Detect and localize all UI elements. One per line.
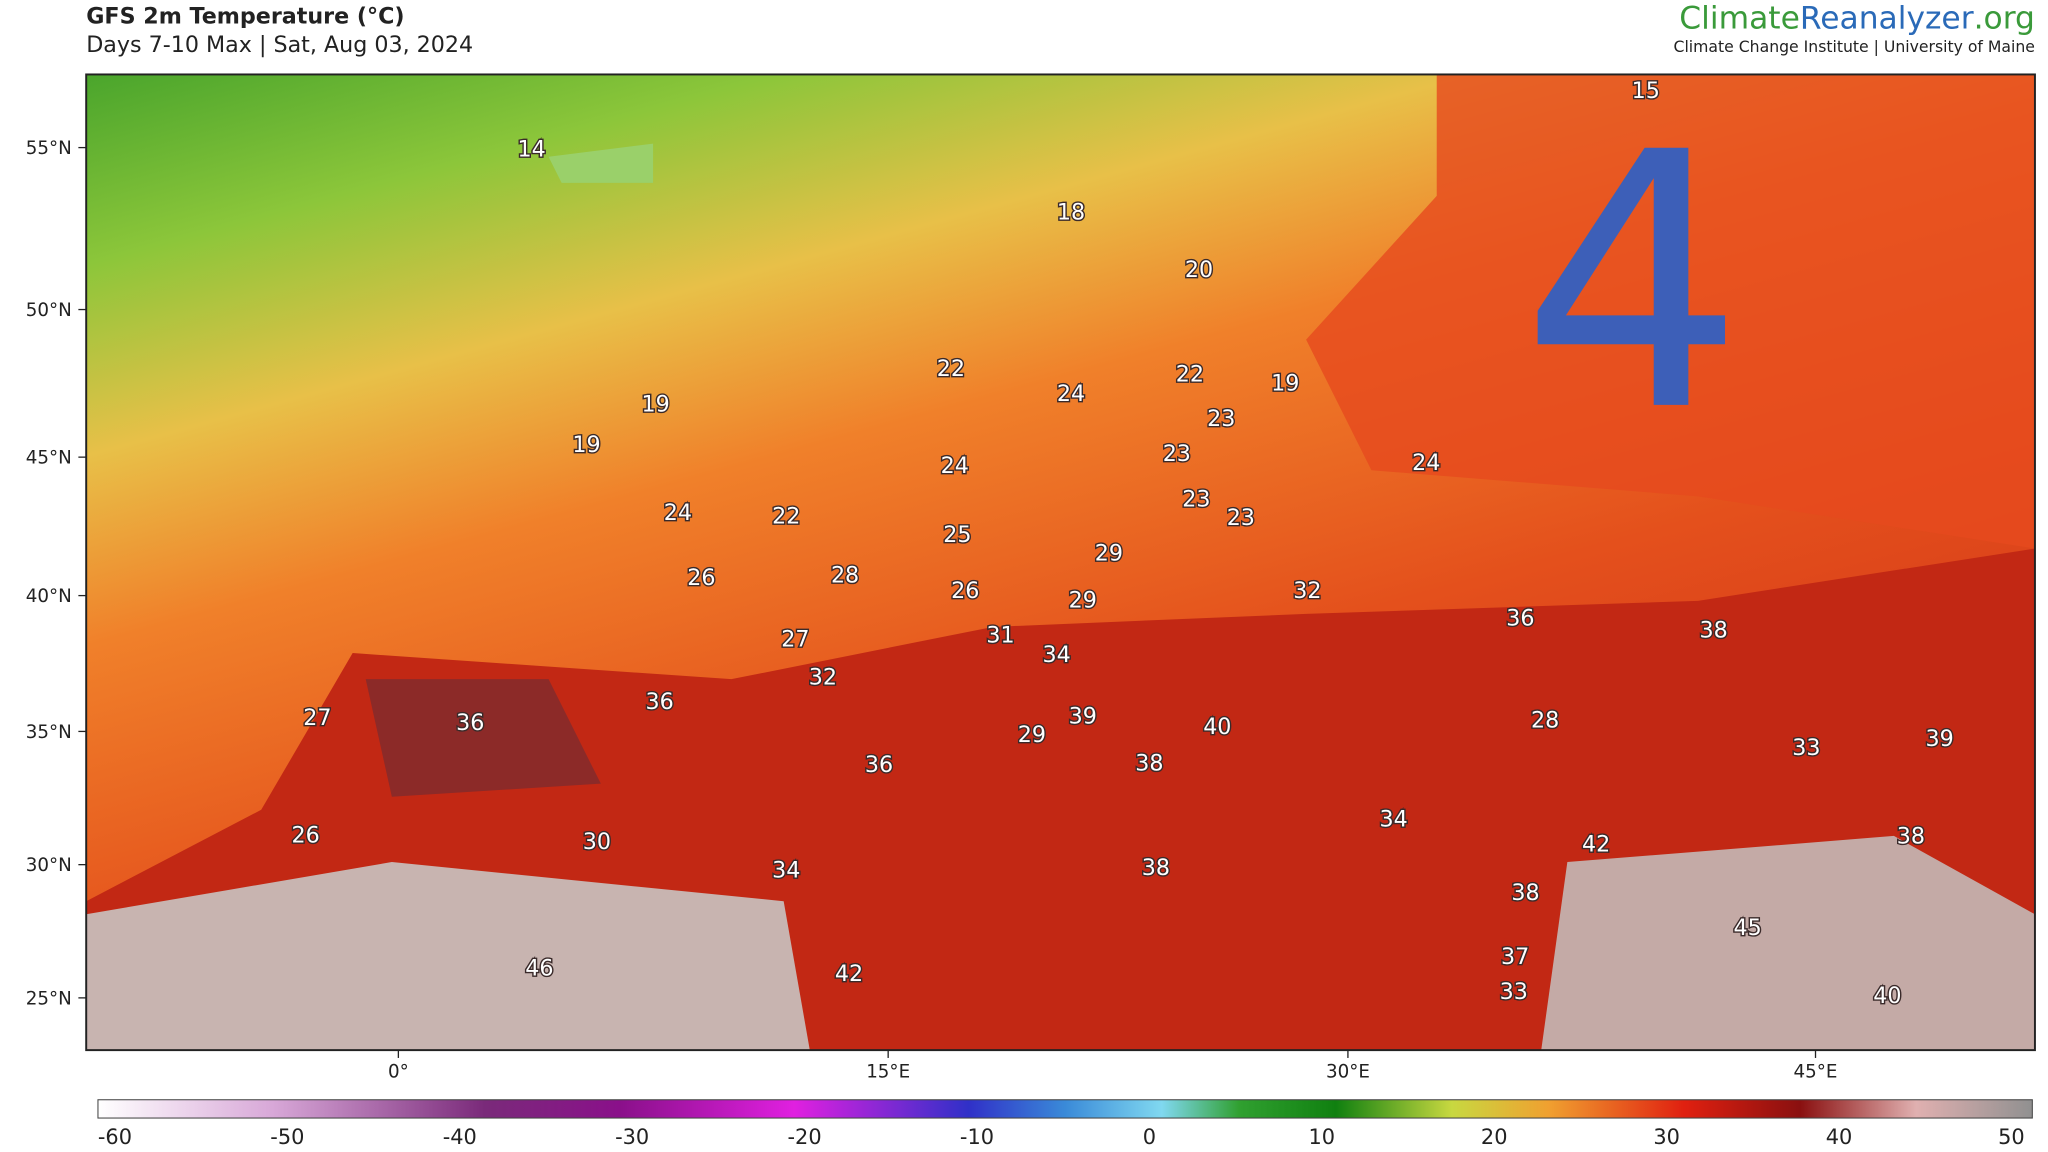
temperature-label: 34 <box>1043 642 1071 668</box>
lat-label: 25°N <box>26 988 72 1009</box>
temperature-label: 20 <box>1185 257 1213 283</box>
desert-area <box>1541 835 2035 1051</box>
desert-area <box>86 862 810 1051</box>
temperature-label: 25 <box>943 522 971 548</box>
temperature-label: 22 <box>1176 361 1204 387</box>
temperature-label: 36 <box>456 710 484 736</box>
lon-label: 30°E <box>1326 1062 1370 1083</box>
title: GFS 2m Temperature (°C) <box>86 4 404 30</box>
temperature-label: 19 <box>572 432 600 458</box>
temperature-label: 38 <box>1700 617 1728 643</box>
temperature-label: 24 <box>1057 381 1085 407</box>
temperature-label: 36 <box>865 752 893 778</box>
hot-area <box>365 679 601 797</box>
temperature-label: 27 <box>303 705 331 731</box>
temperature-label: 23 <box>1207 406 1235 432</box>
temperature-label: 38 <box>1897 824 1925 850</box>
colorbar <box>97 1099 2033 1119</box>
lon-label: 0° <box>388 1062 409 1083</box>
temperature-label: 26 <box>687 565 715 591</box>
temperature-label: 27 <box>781 627 809 653</box>
temperature-label: 39 <box>1069 704 1097 730</box>
temperature-label: 39 <box>1925 726 1953 752</box>
temperature-label: 22 <box>937 356 965 382</box>
temperature-label: 45 <box>1733 915 1761 941</box>
brand-part: Climate <box>1679 1 1800 37</box>
temperature-label: 42 <box>1582 832 1610 858</box>
temperature-label: 24 <box>1412 450 1440 476</box>
temperature-label: 46 <box>525 956 553 982</box>
colorbar-tick-label: 10 <box>1309 1125 1336 1149</box>
temperature-label: 23 <box>1163 441 1191 467</box>
temperature-label: 32 <box>809 664 837 690</box>
temperature-label: 23 <box>1227 505 1255 531</box>
colorbar-tick-label: -20 <box>788 1125 822 1149</box>
temperature-label: 31 <box>986 623 1014 649</box>
temperature-label: 14 <box>517 137 545 163</box>
brand: ClimateReanalyzer.org <box>1679 1 2035 37</box>
temperature-label: 26 <box>951 578 979 604</box>
colorbar-tick-label: -10 <box>960 1125 994 1149</box>
lon-label: 45°E <box>1794 1062 1838 1083</box>
brand-part: .org <box>1974 1 2035 37</box>
temperature-label: 36 <box>1506 606 1534 632</box>
temperature-label: 29 <box>1069 587 1097 613</box>
temperature-label: 38 <box>1142 855 1170 881</box>
tagline: Climate Change Institute | University of… <box>1674 37 2035 56</box>
temperature-label: 33 <box>1792 735 1820 761</box>
temperature-label: 15 <box>1632 78 1660 104</box>
temperature-label: 19 <box>642 391 670 417</box>
temperature-label: 28 <box>1531 707 1559 733</box>
lat-label: 35°N <box>26 722 72 743</box>
colorbar-tick-label: 40 <box>1826 1125 1853 1149</box>
colorbar-tick-label: 0 <box>1143 1125 1156 1149</box>
temperature-label: 19 <box>1271 371 1299 397</box>
temperature-label: 40 <box>1203 714 1231 740</box>
colorbar-tick-label: -60 <box>98 1125 132 1149</box>
colorbar-tick-label: 30 <box>1653 1125 1680 1149</box>
lat-label: 55°N <box>26 138 72 159</box>
map <box>85 73 2036 1052</box>
brand-part: Reanalyzer <box>1800 1 1974 37</box>
colorbar-tick-label: 50 <box>1998 1125 2025 1149</box>
temperature-label: 24 <box>664 500 692 526</box>
temperature-label: 26 <box>292 822 320 848</box>
overlay-number: 4 <box>1520 79 1744 489</box>
label-layer: 55°N50°N45°N40°N35°N30°N25°N0° 15°E 30°E 45… <box>26 76 2025 1149</box>
temperature-label: 38 <box>1135 751 1163 777</box>
temperature-label: 34 <box>772 858 800 884</box>
map-frame <box>85 73 2036 1052</box>
colorbar-tick-label: -40 <box>443 1125 477 1149</box>
colorbar-tick-label: 20 <box>1481 1125 1508 1149</box>
temperature-label: 28 <box>831 563 859 589</box>
lon-label: 15°E <box>866 1062 910 1083</box>
temperature-label: 29 <box>1018 722 1046 748</box>
temperature-label: 22 <box>772 504 800 530</box>
temperature-label: 24 <box>941 453 969 479</box>
temperature-label: 18 <box>1057 199 1085 225</box>
lat-label: 40°N <box>26 586 72 607</box>
temperature-label: 34 <box>1380 807 1408 833</box>
subtitle: Days 7-10 Max | Sat, Aug 03, 2024 <box>86 32 473 58</box>
temperature-label: 42 <box>835 961 863 987</box>
temperature-label: 23 <box>1182 487 1210 513</box>
temperature-label: 33 <box>1500 979 1528 1005</box>
temperature-label: 32 <box>1293 578 1321 604</box>
temperature-label: 40 <box>1873 983 1901 1009</box>
temperature-label: 37 <box>1501 944 1529 970</box>
heat-area <box>1306 74 2035 549</box>
temperature-label: 36 <box>645 689 673 715</box>
temperature-label: 38 <box>1511 880 1539 906</box>
lat-label: 45°N <box>26 448 72 469</box>
lat-label: 50°N <box>26 300 72 321</box>
lat-label: 30°N <box>26 855 72 876</box>
colorbar-tick-label: -30 <box>615 1125 649 1149</box>
temperature-label: 30 <box>583 829 611 855</box>
temperature-label: 29 <box>1095 540 1123 566</box>
colorbar-tick-label: -50 <box>270 1125 304 1149</box>
